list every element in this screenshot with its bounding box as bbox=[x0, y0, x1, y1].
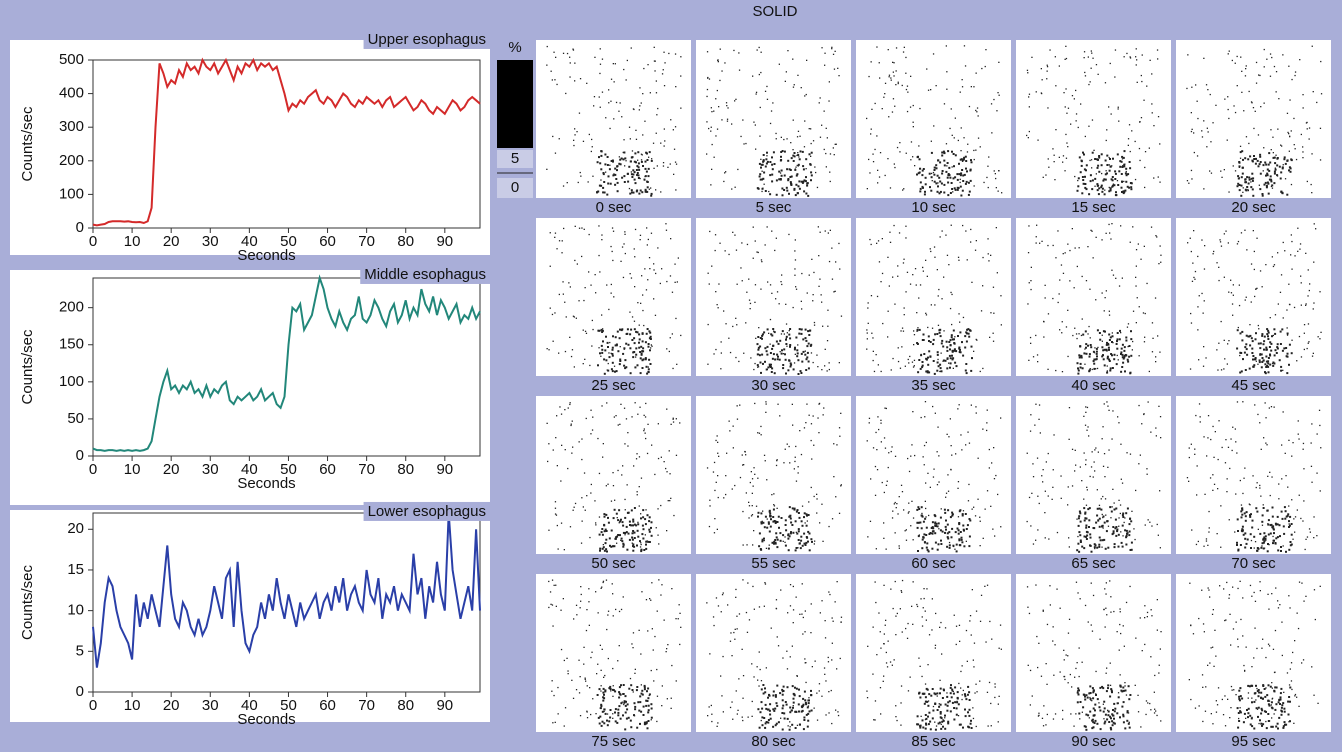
x-tick-label: 80 bbox=[397, 461, 414, 478]
chart-title: Upper esophagus bbox=[368, 31, 486, 48]
frame-image bbox=[856, 574, 1011, 732]
x-tick-label: 10 bbox=[124, 233, 141, 250]
frame-label: 75 sec bbox=[591, 733, 636, 750]
frame-label: 10 sec bbox=[911, 199, 956, 216]
frame-label: 25 sec bbox=[591, 377, 636, 394]
frame-label: 5 sec bbox=[756, 199, 792, 216]
y-tick-label: 50 bbox=[67, 410, 84, 427]
x-tick-label: 80 bbox=[397, 233, 414, 250]
x-tick-label: 60 bbox=[319, 461, 336, 478]
y-axis-label: Counts/sec bbox=[19, 564, 36, 640]
x-tick-label: 30 bbox=[202, 697, 219, 714]
frame-image bbox=[696, 218, 851, 376]
frame-label: 40 sec bbox=[1071, 377, 1116, 394]
x-tick-label: 20 bbox=[163, 697, 180, 714]
y-tick-label: 200 bbox=[59, 152, 84, 169]
y-tick-label: 100 bbox=[59, 185, 84, 202]
x-tick-label: 70 bbox=[358, 461, 375, 478]
frame-label: 90 sec bbox=[1071, 733, 1116, 750]
x-tick-label: 20 bbox=[163, 233, 180, 250]
frame-label: 15 sec bbox=[1071, 199, 1116, 216]
y-tick-label: 0 bbox=[76, 219, 84, 236]
y-tick-label: 150 bbox=[59, 336, 84, 353]
y-tick-label: 20 bbox=[67, 520, 84, 537]
chart-title: Lower esophagus bbox=[368, 503, 486, 520]
scale-bar bbox=[497, 60, 533, 148]
x-axis-label: Seconds bbox=[237, 247, 295, 264]
x-tick-label: 70 bbox=[358, 233, 375, 250]
y-tick-label: 400 bbox=[59, 85, 84, 102]
scale-unit: % bbox=[508, 39, 521, 56]
scale-label: 0 bbox=[511, 179, 519, 196]
frame-label: 95 sec bbox=[1231, 733, 1276, 750]
x-tick-label: 20 bbox=[163, 461, 180, 478]
frame-label: 85 sec bbox=[911, 733, 956, 750]
frame-image bbox=[696, 40, 851, 198]
y-axis-label: Counts/sec bbox=[19, 329, 36, 405]
chart-title: Middle esophagus bbox=[364, 266, 486, 283]
x-tick-label: 90 bbox=[436, 697, 453, 714]
x-tick-label: 60 bbox=[319, 233, 336, 250]
x-tick-label: 30 bbox=[202, 461, 219, 478]
x-tick-label: 0 bbox=[89, 233, 97, 250]
x-tick-label: 10 bbox=[124, 697, 141, 714]
y-tick-label: 5 bbox=[76, 642, 84, 659]
frame-label: 70 sec bbox=[1231, 555, 1276, 572]
frame-label: 65 sec bbox=[1071, 555, 1116, 572]
frame-label: 20 sec bbox=[1231, 199, 1276, 216]
frame-image bbox=[536, 396, 691, 554]
frame-image bbox=[1176, 40, 1331, 198]
x-tick-label: 0 bbox=[89, 697, 97, 714]
frame-label: 35 sec bbox=[911, 377, 956, 394]
x-tick-label: 0 bbox=[89, 461, 97, 478]
x-tick-label: 30 bbox=[202, 233, 219, 250]
y-tick-label: 15 bbox=[67, 561, 84, 578]
x-tick-label: 70 bbox=[358, 697, 375, 714]
y-tick-label: 10 bbox=[67, 602, 84, 619]
frame-label: 45 sec bbox=[1231, 377, 1276, 394]
scale-label: 5 bbox=[511, 150, 519, 167]
y-tick-label: 0 bbox=[76, 683, 84, 700]
x-tick-label: 90 bbox=[436, 461, 453, 478]
y-tick-label: 500 bbox=[59, 51, 84, 68]
frame-image bbox=[696, 396, 851, 554]
frame-image bbox=[1176, 396, 1331, 554]
y-tick-label: 300 bbox=[59, 118, 84, 135]
x-tick-label: 10 bbox=[124, 461, 141, 478]
panel-title: SOLID bbox=[752, 3, 797, 20]
x-tick-label: 90 bbox=[436, 233, 453, 250]
frame-label: 80 sec bbox=[751, 733, 796, 750]
frame-image bbox=[1016, 40, 1171, 198]
y-tick-label: 100 bbox=[59, 373, 84, 390]
y-tick-label: 200 bbox=[59, 299, 84, 316]
x-tick-label: 80 bbox=[397, 697, 414, 714]
frame-label: 50 sec bbox=[591, 555, 636, 572]
frame-label: 55 sec bbox=[751, 555, 796, 572]
x-axis-label: Seconds bbox=[237, 475, 295, 492]
y-axis-label: Counts/sec bbox=[19, 106, 36, 182]
x-axis-label: Seconds bbox=[237, 711, 295, 728]
y-tick-label: 0 bbox=[76, 447, 84, 464]
frame-image bbox=[856, 218, 1011, 376]
frame-label: 0 sec bbox=[596, 199, 632, 216]
frame-image bbox=[1176, 574, 1331, 732]
x-tick-label: 60 bbox=[319, 697, 336, 714]
frame-image bbox=[1176, 218, 1331, 376]
frame-label: 30 sec bbox=[751, 377, 796, 394]
frame-label: 60 sec bbox=[911, 555, 956, 572]
frame-image bbox=[536, 574, 691, 732]
